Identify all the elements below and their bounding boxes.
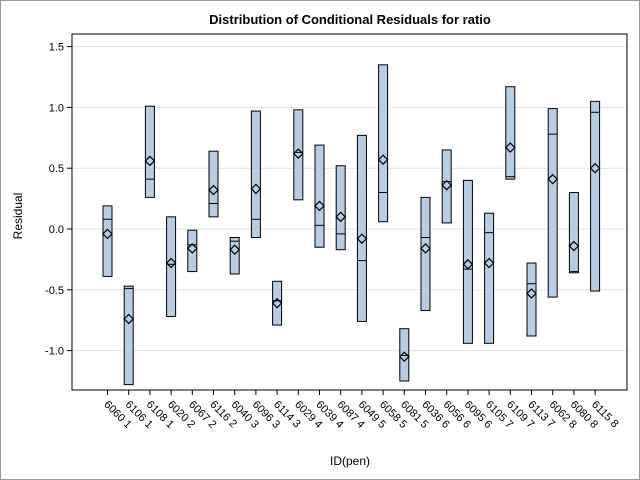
mean-marker — [186, 243, 198, 254]
box — [250, 110, 261, 239]
y-tick-label: 0.0 — [49, 224, 64, 236]
box — [335, 165, 346, 251]
mean-marker — [229, 244, 241, 256]
box — [420, 196, 431, 311]
mean-marker — [271, 297, 283, 309]
box — [462, 179, 473, 344]
y-axis-label: Residual — [11, 193, 25, 240]
mean-marker — [123, 313, 135, 325]
mean-marker — [208, 184, 219, 196]
y-tick-label: 0.5 — [49, 163, 64, 175]
box — [208, 150, 219, 218]
box — [505, 86, 516, 180]
mean-marker — [356, 233, 368, 245]
box — [547, 108, 558, 298]
plot-area — [71, 33, 628, 391]
mean-marker — [335, 211, 347, 223]
box — [356, 134, 367, 322]
box — [166, 216, 177, 318]
y-tick-label: 1.5 — [49, 42, 64, 54]
box — [123, 285, 134, 386]
box — [272, 280, 283, 326]
y-tick-label: -1.0 — [45, 346, 64, 358]
box — [144, 105, 155, 198]
mean-marker — [483, 257, 495, 269]
mean-marker — [504, 142, 516, 153]
chart-title: Distribution of Conditional Residuals fo… — [209, 12, 491, 27]
box — [590, 100, 601, 292]
mean-marker — [250, 183, 262, 195]
y-tick-label: -0.5 — [45, 285, 64, 297]
mean-marker — [144, 155, 156, 167]
box — [187, 229, 198, 273]
mean-marker — [441, 179, 453, 191]
mean-marker — [314, 200, 325, 212]
mean-marker — [292, 148, 304, 159]
box — [314, 144, 325, 248]
mean-marker — [589, 162, 601, 174]
box-series — [102, 64, 601, 386]
mean-marker — [102, 228, 113, 240]
box — [441, 149, 452, 224]
mean-marker — [547, 173, 559, 185]
box — [399, 328, 410, 382]
mean-marker — [165, 257, 177, 269]
mean-marker — [568, 240, 580, 252]
mean-marker — [420, 243, 431, 254]
mean-marker — [462, 258, 474, 270]
x-axis-label: ID(pen) — [330, 454, 370, 468]
box — [102, 205, 113, 277]
mean-marker — [377, 154, 389, 166]
mean-marker — [526, 288, 537, 299]
box — [484, 212, 495, 344]
box — [293, 109, 304, 201]
y-axis: -1.0 -0.5 0.0 0.5 1.0 1.5 — [45, 42, 72, 358]
mean-marker — [398, 351, 410, 363]
box — [229, 237, 240, 275]
box — [378, 64, 389, 223]
box — [526, 262, 537, 337]
box — [568, 192, 579, 274]
grid-lines — [72, 46, 627, 352]
y-tick-label: 1.0 — [49, 102, 64, 114]
